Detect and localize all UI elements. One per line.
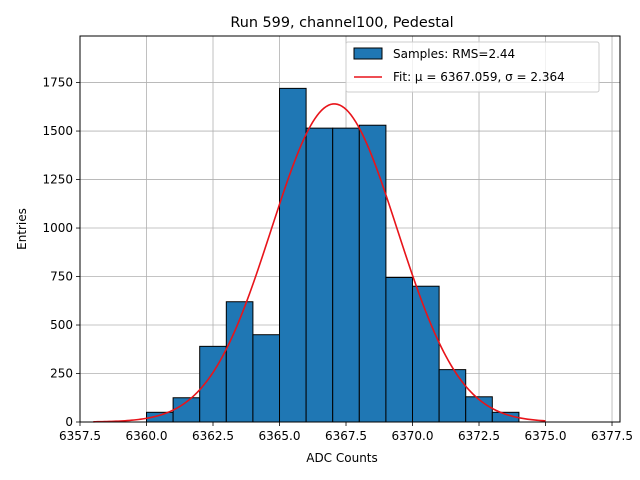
histogram-bar-7 <box>332 127 360 423</box>
y-tick-label-0: 0 <box>65 415 73 429</box>
y-tick-label-2: 500 <box>50 318 73 332</box>
legend-samples-label: Samples: RMS=2.44 <box>393 47 515 61</box>
x-tick-label-5: 6370.0 <box>392 429 434 443</box>
histogram-bar-5 <box>279 87 307 423</box>
x-tick-label-0: 6357.5 <box>59 429 101 443</box>
x-axis-ticks: 6357.5 6360.0 6362.5 6365.0 6367.5 6370.0 6372… <box>59 422 633 443</box>
fit-curve <box>93 103 546 423</box>
plot-frame <box>79 35 621 423</box>
x-tick-label-1: 6360.0 <box>126 429 168 443</box>
y-tick-label-6: 1500 <box>42 124 73 138</box>
y-tick-label-5: 1250 <box>42 173 73 187</box>
x-axis-label: ADC Counts <box>306 451 378 465</box>
histogram-bar-3 <box>225 301 254 423</box>
legend-fit-label: Fit: μ = 6367.059, σ = 2.364 <box>393 70 565 84</box>
chart-title: Run 599, channel100, Pedestal <box>230 15 453 31</box>
histogram-bar-9 <box>385 276 414 423</box>
y-axis-label: Entries <box>15 208 29 250</box>
histogram-bar-4 <box>252 334 281 423</box>
x-tick-label-3: 6365.0 <box>259 429 301 443</box>
histogram-bar-6 <box>305 127 334 423</box>
histogram-bar-12 <box>465 396 493 423</box>
y-tick-label-4: 1000 <box>42 221 73 235</box>
x-tick-label-4: 6367.5 <box>325 429 367 443</box>
y-axis-ticks: 0 250 500 750 1000 1250 1500 1750 <box>42 76 80 429</box>
histogram-bar-8 <box>358 124 387 423</box>
legend-samples-swatch <box>353 47 383 60</box>
histogram-bar-11 <box>438 369 467 423</box>
x-tick-label-2: 6362.5 <box>192 429 234 443</box>
x-tick-label-6: 6372.5 <box>458 429 500 443</box>
y-tick-label-7: 1750 <box>42 76 73 90</box>
y-tick-label-3: 750 <box>50 270 73 284</box>
x-tick-label-7: 6375.0 <box>525 429 567 443</box>
legend: Samples: RMS=2.44 Fit: μ = 6367.059, σ =… <box>345 41 600 93</box>
histogram-bar-10 <box>412 285 440 423</box>
legend-box <box>345 41 600 93</box>
x-tick-label-8: 6377.5 <box>591 429 633 443</box>
y-tick-label-1: 250 <box>50 367 73 381</box>
